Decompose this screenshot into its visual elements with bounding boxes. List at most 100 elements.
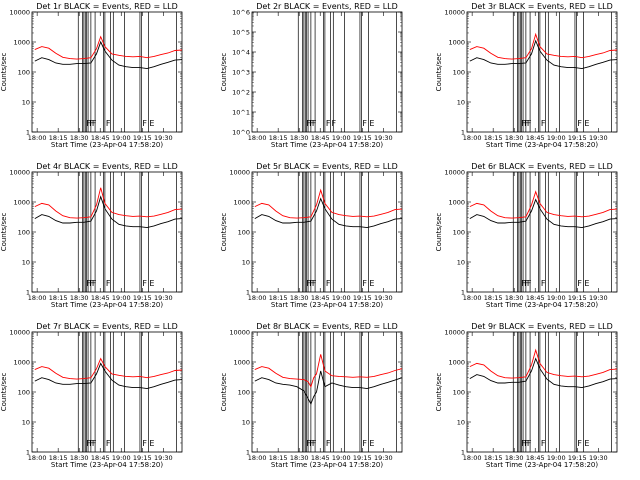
flag-label: F xyxy=(309,279,314,288)
lld-series-line xyxy=(34,187,183,219)
y-tick-label: 1 xyxy=(461,449,465,457)
y-tick-label: 1 xyxy=(26,289,30,297)
flag-label: F xyxy=(106,439,111,448)
x-tick-label: 18:15 xyxy=(484,454,503,462)
y-tick-label: 1000 xyxy=(13,199,30,207)
panel-title: Det 9r BLACK = Events, RED = LLD xyxy=(471,322,613,331)
plot-frame xyxy=(466,331,618,453)
flag-label: F xyxy=(92,119,97,128)
lld-series-line xyxy=(254,354,403,388)
x-tick-label: 18:30 xyxy=(70,294,89,302)
x-tick-label: 18:15 xyxy=(49,134,68,142)
flag-label: F xyxy=(86,279,91,288)
x-tick-label: 18:00 xyxy=(463,134,482,142)
x-tick-label: 19:00 xyxy=(547,454,566,462)
y-tick-label: 1 xyxy=(246,289,250,297)
x-tick-label: 18:15 xyxy=(269,134,288,142)
y-axis-label: Counts/sec xyxy=(0,213,8,252)
y-tick-label: 10000 xyxy=(229,329,250,337)
x-axis-label: Start Time (23-Apr-04 17:58:20) xyxy=(486,461,598,469)
y-tick-label: 1000 xyxy=(13,359,30,367)
x-tick-label: 18:15 xyxy=(49,294,68,302)
y-tick-label: 100 xyxy=(453,69,465,77)
flag-label: F xyxy=(577,439,582,448)
flag-label: F xyxy=(332,119,337,128)
y-tick-label: 10000 xyxy=(444,169,465,177)
y-tick-label: 100 xyxy=(453,229,465,237)
panel-det-8: Det 8r BLACK = Events, RED = LLD 1 10 100 10… xyxy=(220,322,403,469)
x-axis-label: Start Time (23-Apr-04 17:58:20) xyxy=(51,301,163,309)
events-series-line xyxy=(34,195,183,229)
y-axis-label: Counts/sec xyxy=(435,213,443,252)
y-tick-label: 10^6 xyxy=(232,9,250,17)
x-tick-label: 18:30 xyxy=(505,294,524,302)
flag-label: F xyxy=(92,279,97,288)
y-tick-label: 1000 xyxy=(448,359,465,367)
panel-title: Det 4r BLACK = Events, RED = LLD xyxy=(36,162,178,171)
flag-label: F xyxy=(306,439,311,448)
x-axis-label: Start Time (23-Apr-04 17:58:20) xyxy=(271,301,383,309)
flag-label: F xyxy=(577,119,582,128)
x-tick-label: 19:00 xyxy=(112,294,131,302)
flag-label: E xyxy=(149,279,154,288)
x-tick-label: 18:45 xyxy=(91,134,110,142)
y-tick-label: 10 xyxy=(242,259,250,267)
panel-det-6: Det 6r BLACK = Events, RED = LLD 1 10 100 10… xyxy=(435,162,618,309)
flag-label: F xyxy=(527,119,532,128)
x-tick-label: 18:00 xyxy=(248,134,267,142)
panel-det-7: Det 7r BLACK = Events, RED = LLD 1 10 100 10… xyxy=(0,322,183,469)
y-tick-label: 10000 xyxy=(444,329,465,337)
x-axis-label: Start Time (23-Apr-04 17:58:20) xyxy=(486,141,598,149)
y-tick-label: 1 xyxy=(26,449,30,457)
flag-label: F xyxy=(86,439,91,448)
y-tick-label: 100 xyxy=(18,229,30,237)
x-tick-label: 18:30 xyxy=(290,294,309,302)
y-tick-label: 10000 xyxy=(444,9,465,17)
flag-label: F xyxy=(86,119,91,128)
x-axis-label: Start Time (23-Apr-04 17:58:20) xyxy=(271,141,383,149)
y-axis-label: Counts/sec xyxy=(220,53,228,92)
plot-frame xyxy=(31,331,183,453)
y-tick-label: 10^2 xyxy=(232,89,250,97)
x-tick-label: 19:00 xyxy=(112,134,131,142)
flag-label: F xyxy=(524,119,529,128)
x-tick-label: 19:15 xyxy=(568,454,587,462)
events-series-line xyxy=(469,198,618,229)
x-tick-label: 18:15 xyxy=(49,454,68,462)
x-axis-label: Start Time (23-Apr-04 17:58:20) xyxy=(51,461,163,469)
flag-label: F xyxy=(541,279,546,288)
x-tick-label: 18:30 xyxy=(290,134,309,142)
flag-label: F xyxy=(362,119,367,128)
y-axis-label: Counts/sec xyxy=(220,373,228,412)
y-tick-label: 1000 xyxy=(13,39,30,47)
x-tick-label: 19:30 xyxy=(589,294,608,302)
flag-label: F xyxy=(312,439,317,448)
plot-frame xyxy=(466,171,618,293)
x-tick-label: 18:45 xyxy=(311,294,330,302)
panel-title: Det 7r BLACK = Events, RED = LLD xyxy=(36,322,178,331)
x-tick-label: 19:30 xyxy=(154,294,173,302)
plot-frame xyxy=(31,171,183,293)
flag-label: F xyxy=(309,439,314,448)
x-tick-label: 18:00 xyxy=(28,454,47,462)
flag-label: F xyxy=(362,279,367,288)
flag-label: F xyxy=(309,119,314,128)
x-tick-label: 19:00 xyxy=(547,294,566,302)
y-tick-label: 10 xyxy=(22,259,30,267)
plot-frame xyxy=(251,171,403,293)
flag-label: F xyxy=(326,279,331,288)
x-tick-label: 18:30 xyxy=(290,454,309,462)
flag-label: F xyxy=(521,439,526,448)
x-axis-label: Start Time (23-Apr-04 17:58:20) xyxy=(486,301,598,309)
y-tick-label: 10^3 xyxy=(232,69,250,77)
flag-label: F xyxy=(312,119,317,128)
x-tick-label: 18:15 xyxy=(269,294,288,302)
y-axis-label: Counts/sec xyxy=(0,373,8,412)
x-tick-label: 19:30 xyxy=(154,454,173,462)
flag-label: F xyxy=(527,439,532,448)
x-tick-label: 18:45 xyxy=(526,454,545,462)
y-tick-label: 1 xyxy=(461,129,465,137)
flag-label: F xyxy=(106,119,111,128)
events-series-line xyxy=(469,357,618,389)
